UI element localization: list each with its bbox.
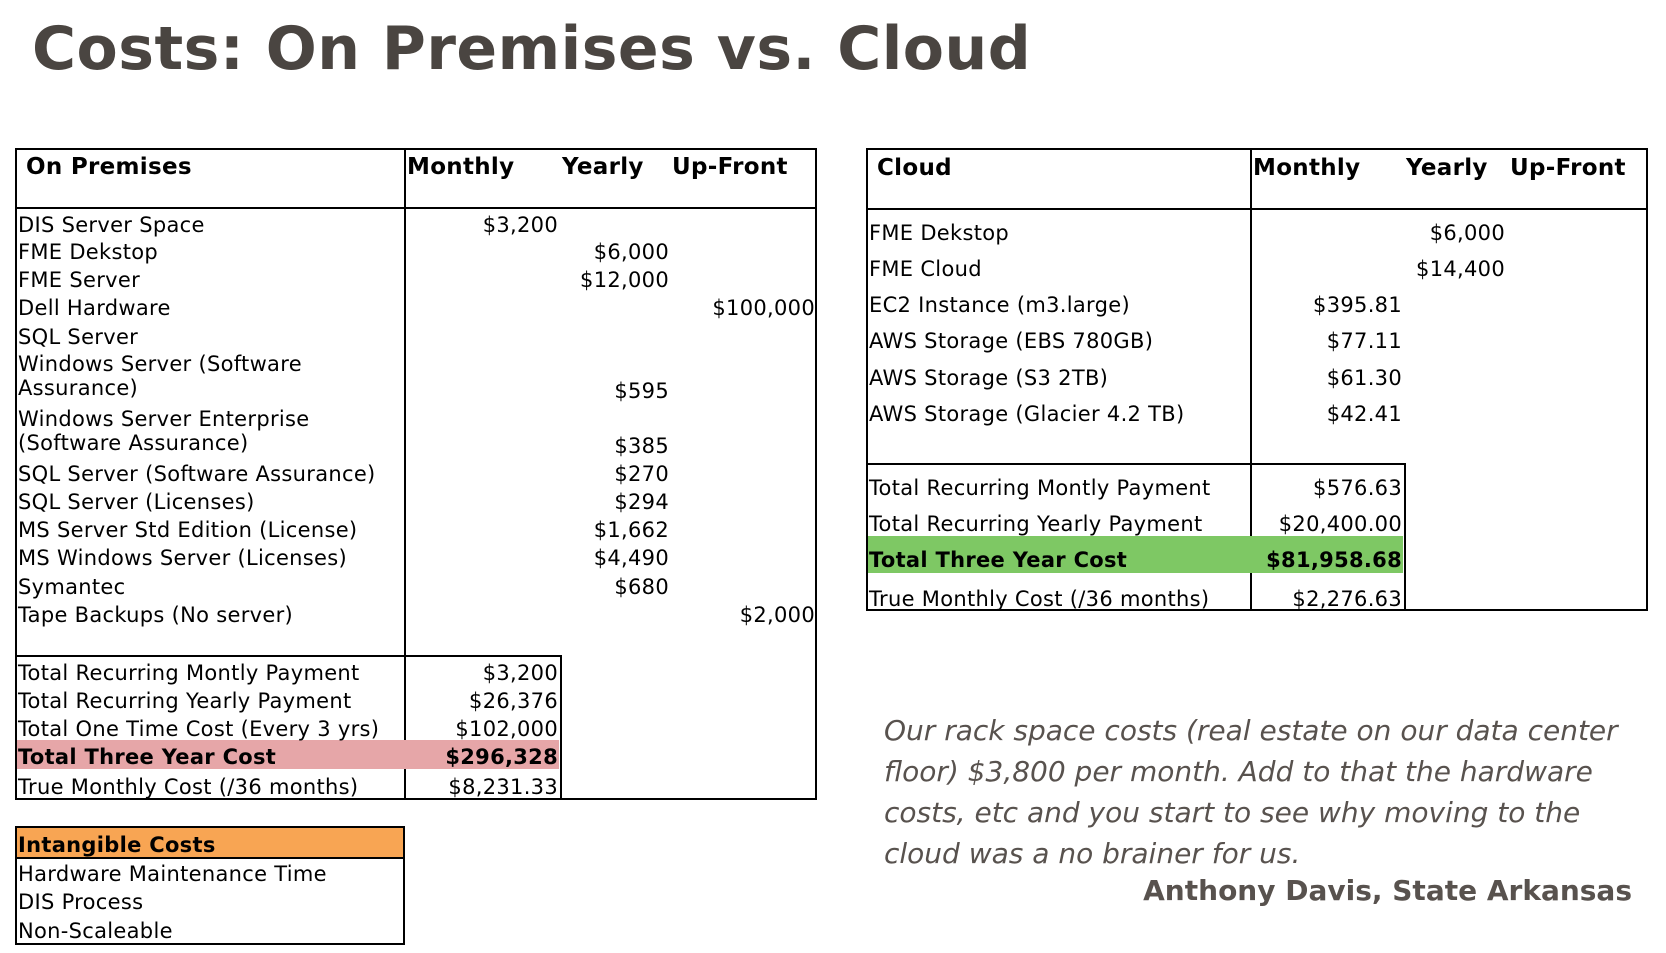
total-label: Total Recurring Montly Payment [869, 476, 1211, 500]
three-year-total-value: $81,958.68 [1266, 548, 1402, 572]
line-item-label-continued: (Software Assurance) [18, 431, 249, 455]
intangible-header-highlight [17, 828, 403, 858]
cloud-column-divider [1250, 148, 1252, 611]
intangible-item: Hardware Maintenance Time [18, 862, 327, 886]
on-premises-table-border [15, 148, 817, 800]
total-label: Total Recurring Montly Payment [18, 661, 360, 685]
on-premises-upfront-header: Up-Front [672, 154, 788, 180]
on-premises-yearly-header: Yearly [562, 154, 644, 180]
yearly-value: $14,400 [1416, 257, 1505, 281]
yearly-value: $270 [614, 462, 669, 486]
line-item-label: Windows Server Enterprise [18, 407, 310, 431]
yearly-value: $385 [614, 434, 669, 458]
quote-attribution: Anthony Davis, State Arkansas [1143, 874, 1632, 907]
intangible-header-divider [15, 857, 405, 859]
yearly-value: $595 [614, 379, 669, 403]
intangible-item: DIS Process [18, 890, 144, 914]
cloud-upfront-header: Up-Front [1510, 155, 1626, 181]
yearly-value: $6,000 [1429, 221, 1505, 245]
three-year-total-label: Total Three Year Cost [869, 548, 1128, 572]
total-value: $576.63 [1313, 476, 1402, 500]
line-item-label: MS Windows Server (Licenses) [18, 546, 347, 570]
line-item-label: AWS Storage (EBS 780GB) [869, 329, 1154, 353]
cloud-header-divider [866, 208, 1648, 210]
total-value: $102,000 [455, 717, 558, 741]
monthly-value: $77.11 [1326, 329, 1402, 353]
intangible-item: Non-Scaleable [18, 919, 173, 943]
on-premises-header-divider [15, 207, 817, 209]
on-premises-total-highlight [17, 740, 559, 769]
quote-text: Our rack space costs (real estate on our… [884, 714, 1618, 870]
on-premises-column-divider [404, 148, 406, 800]
total-value: $20,400.00 [1278, 512, 1402, 536]
yearly-value: $4,490 [593, 546, 669, 570]
line-item-label: DIS Server Space [18, 213, 205, 237]
cloud-table-border [866, 148, 1648, 611]
total-label: True Monthly Cost (/36 months) [869, 587, 1210, 611]
cloud-totals-divider [866, 463, 1406, 465]
line-item-label: FME Dekstop [18, 240, 159, 264]
line-item-label: Symantec [18, 575, 126, 599]
line-item-label: Windows Server (Software [18, 352, 302, 376]
line-item-label: SQL Server [18, 325, 139, 349]
total-label: True Monthly Cost (/36 months) [18, 775, 359, 799]
yearly-value: $12,000 [580, 268, 669, 292]
on-premises-monthly-header: Monthly [407, 154, 515, 180]
three-year-total-value: $296,328 [445, 745, 558, 769]
line-item-label: SQL Server (Licenses) [18, 490, 255, 514]
total-label: Total Recurring Yearly Payment [18, 689, 352, 713]
cloud-totals-right-border [1404, 463, 1406, 611]
cloud-total-highlight [868, 536, 1403, 573]
cloud-yearly-header: Yearly [1406, 155, 1488, 181]
yearly-value: $294 [614, 490, 669, 514]
line-item-label: FME Server [18, 268, 141, 292]
cloud-monthly-header: Monthly [1253, 155, 1361, 181]
yearly-value: $1,662 [593, 518, 669, 542]
page-title: Costs: On Premises vs. Cloud [32, 14, 1032, 84]
monthly-value: $42.41 [1326, 402, 1402, 426]
line-item-label: SQL Server (Software Assurance) [18, 462, 376, 486]
yearly-value: $6,000 [593, 240, 669, 264]
line-item-label: AWS Storage (S3 2TB) [869, 366, 1109, 390]
cloud-header: Cloud [877, 155, 952, 181]
monthly-value: $61.30 [1326, 366, 1402, 390]
monthly-value: $395.81 [1313, 293, 1402, 317]
line-item-label: EC2 Instance (m3.large) [869, 293, 1130, 317]
total-value: $26,376 [469, 689, 558, 713]
on-premises-totals-right-border [560, 655, 562, 800]
line-item-label: Tape Backups (No server) [18, 603, 294, 627]
total-value: $3,200 [482, 661, 558, 685]
monthly-value: $3,200 [482, 213, 558, 237]
upfront-value: $100,000 [712, 296, 815, 320]
intangible-header: Intangible Costs [18, 833, 216, 857]
intangible-table-border [15, 826, 405, 945]
yearly-value: $680 [614, 575, 669, 599]
on-premises-totals-divider [15, 655, 562, 657]
total-value: $8,231.33 [448, 775, 558, 799]
line-item-label: Dell Hardware [18, 296, 171, 320]
line-item-label: FME Cloud [869, 257, 982, 281]
total-label: Total Recurring Yearly Payment [869, 512, 1203, 536]
on-premises-header: On Premises [26, 154, 192, 180]
three-year-total-label: Total Three Year Cost [18, 745, 277, 769]
line-item-label: FME Dekstop [869, 221, 1010, 245]
line-item-label-continued: Assurance) [18, 376, 139, 400]
upfront-value: $2,000 [739, 603, 815, 627]
line-item-label: AWS Storage (Glacier 4.2 TB) [869, 402, 1185, 426]
total-value: $2,276.63 [1292, 587, 1402, 611]
total-label: Total One Time Cost (Every 3 yrs) [18, 717, 380, 741]
line-item-label: MS Server Std Edition (License) [18, 518, 358, 542]
